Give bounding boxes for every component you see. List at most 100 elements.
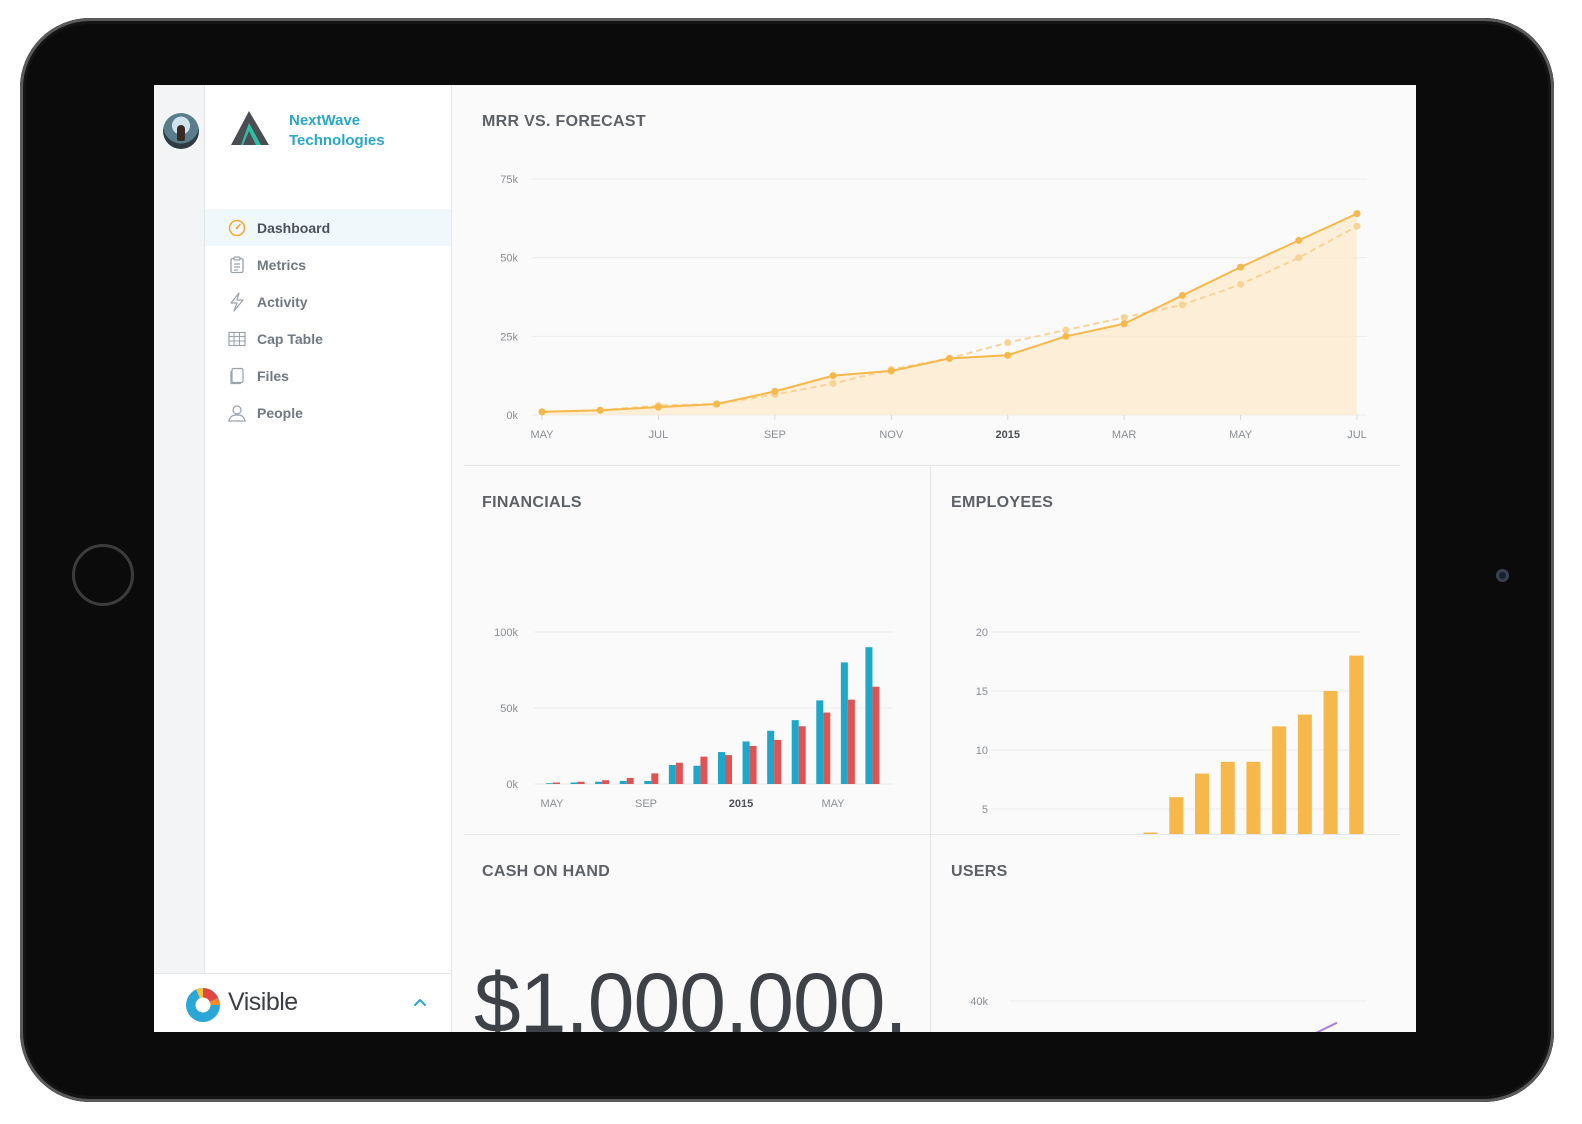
home-button[interactable] [72, 544, 134, 606]
y-tick-label: 50k [500, 703, 518, 715]
sidebar-item-people[interactable]: People [205, 394, 451, 431]
mrr-panel: MRR VS. FORECAST 0k 25k 50k 75k MAY JUL SEP NOV… [452, 85, 1416, 465]
dashboard-main: MRR VS. FORECAST 0k 25k 50k 75k MAY JUL SEP NOV… [452, 85, 1416, 1032]
y-tick-label: 100k [494, 627, 518, 639]
expense-bar [718, 752, 725, 784]
forecast-point [1120, 313, 1128, 321]
divider [930, 466, 931, 1032]
company-name-line1: NextWave [289, 112, 361, 129]
cash-panel: CASH ON HAND $1,000,000. [452, 835, 930, 1032]
mrr-point [538, 408, 546, 416]
x-tick-label: MAY [530, 429, 554, 441]
x-tick-label: SEP [635, 798, 657, 810]
sidebar-item-files[interactable]: Files [205, 357, 451, 394]
mrr-area [542, 213, 1357, 415]
mrr-point [713, 400, 721, 408]
employees-panel: EMPLOYEES 05101520JUNSEP2015MAY [931, 466, 1416, 834]
expense-bar [668, 765, 676, 784]
y-tick-label: 15 [976, 686, 988, 698]
forecast-point [1237, 280, 1245, 288]
expense-bar [693, 765, 701, 784]
sidebar-item-label: Metrics [257, 256, 307, 273]
x-tick-label: 2015 [729, 798, 753, 810]
mrr-point [887, 367, 895, 375]
y-tick-label: 5 [982, 804, 988, 816]
divider [464, 465, 1400, 466]
users-series-purple [1315, 1021, 1338, 1032]
x-tick-label: SEP [764, 429, 786, 441]
employee-bar [1246, 761, 1261, 834]
financials-chart[interactable]: 0k50k100kMAYSEP2015MAYTOTAL MONTHLY EXPE… [452, 466, 920, 834]
visible-logo-icon [186, 988, 220, 1022]
sidebar-item-activity[interactable]: Activity [205, 283, 451, 320]
panel-title: USERS [951, 863, 1008, 880]
y-tick-label: 25k [500, 331, 518, 343]
y-tick-label: 10 [976, 745, 988, 757]
mrr-point [1004, 351, 1012, 359]
y-tick-label: 50k [500, 253, 518, 265]
mrr-point [1237, 263, 1245, 271]
employee-bar [1272, 726, 1287, 834]
mrr-point [596, 406, 604, 414]
y-tick-label: 40k [970, 996, 988, 1008]
company-name-line2: Technologies [289, 132, 385, 149]
file-icon [227, 366, 247, 386]
sidebar-item-label: Files [257, 367, 289, 384]
divider [464, 834, 1400, 835]
product-name: Visible [228, 988, 298, 1016]
employee-bar [1169, 797, 1184, 834]
users-chart[interactable]: 0k20k40k [931, 835, 1416, 1032]
expense-bar [816, 700, 824, 784]
employee-bar [1220, 761, 1235, 834]
sidebar-item-cap-table[interactable]: Cap Table [205, 320, 451, 357]
revenue-bar [675, 762, 683, 784]
expense-bar [619, 780, 627, 784]
sidebar-item-label: Activity [257, 293, 308, 310]
expense-bar [742, 741, 750, 784]
revenue-bar [749, 746, 757, 784]
employee-bar [1143, 832, 1158, 834]
revenue-bar [626, 777, 634, 784]
sidebar-item-dashboard[interactable]: Dashboard [205, 209, 451, 246]
y-tick-label: 0k [506, 410, 518, 422]
expense-bar [840, 662, 848, 784]
x-tick-label: MAY [821, 798, 845, 810]
left-rail [154, 85, 205, 973]
avatar[interactable] [163, 113, 199, 149]
sidebar-item-label: People [257, 404, 303, 421]
x-tick-label: JUL [649, 429, 669, 441]
forecast-point [1295, 254, 1303, 262]
revenue-bar [798, 726, 806, 784]
mrr-chart[interactable]: 0k 25k 50k 75k MAY JUL SEP NOV 2015 MAR MAY JUL [452, 85, 1416, 465]
forecast-point [829, 380, 837, 388]
revenue-bar [774, 739, 782, 784]
mrr-point [829, 372, 837, 380]
cash-value: $1,000,000. [474, 956, 908, 1032]
sidebar-item-label: Cap Table [257, 330, 323, 347]
users-panel: USERS 0k20k40k [931, 835, 1416, 1032]
camera-icon [1496, 569, 1509, 582]
panel-title: EMPLOYEES [951, 494, 1054, 511]
mrr-point [654, 403, 662, 411]
lightning-icon [227, 291, 247, 312]
revenue-bar [553, 782, 560, 784]
employee-bar [1323, 691, 1338, 834]
employees-chart[interactable]: 05101520JUNSEP2015MAY [931, 466, 1416, 834]
mrr-point [1353, 210, 1361, 218]
forecast-point [1178, 301, 1186, 309]
revenue-bar [725, 755, 732, 784]
expense-bar [595, 781, 603, 784]
mrr-point [1120, 320, 1128, 328]
revenue-bar [602, 780, 610, 784]
sidebar-item-metrics[interactable]: Metrics [205, 246, 451, 283]
x-tick-label: MAY [540, 798, 564, 810]
expense-bar [791, 720, 799, 784]
gauge-icon [227, 218, 247, 238]
sidebar-item-label: Dashboard [257, 219, 331, 236]
x-tick-label: MAY [1229, 429, 1253, 441]
company-name[interactable]: NextWave Technologies [289, 111, 385, 151]
forecast-point [1004, 339, 1012, 347]
bottom-bar: Visible [154, 973, 452, 1032]
person-icon [227, 403, 247, 423]
chevron-up-icon[interactable] [412, 994, 428, 1010]
